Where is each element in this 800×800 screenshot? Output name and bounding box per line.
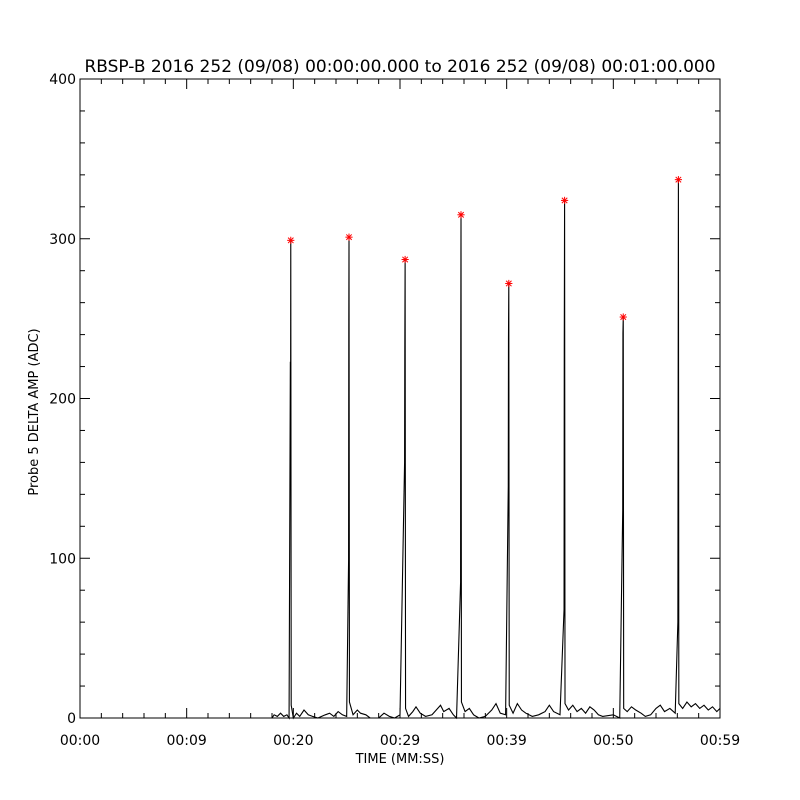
series-line-1 [80,180,720,718]
x-tick-label: 00:00 [60,733,100,749]
peak-marker [345,234,352,241]
peak-marker [287,237,294,244]
y-axis-ticks: 0 100 200 300 400 [49,72,720,727]
x-axis-label: TIME (MM:SS) [355,752,445,767]
x-axis-ticks: 00:00 00:09 00:20 00:29 00:39 00:50 00:59 [60,79,740,749]
peak-marker [620,313,627,320]
x-tick-label: 00:39 [486,733,526,749]
y-tick-label: 0 [67,711,76,727]
y-tick-label: 300 [49,232,76,248]
x-tick-label: 00:20 [273,733,313,749]
peak-marker [402,256,409,263]
y-tick-label: 400 [49,72,76,88]
peak-marker [561,197,568,204]
x-tick-label: 00:50 [593,733,633,749]
peak-marker [457,211,464,218]
x-tick-label: 00:09 [166,733,206,749]
series-layer [80,180,720,718]
peak-marker [675,176,682,183]
peak-markers [287,176,682,321]
y-tick-label: 100 [49,551,76,567]
x-tick-label: 00:59 [700,733,740,749]
y-tick-label: 200 [49,392,76,408]
chart-title: RBSP-B 2016 252 (09/08) 00:00:00.000 to … [84,57,715,77]
y-axis-label: Probe 5 DELTA AMP (ADC) [27,328,42,495]
peak-marker [505,280,512,287]
x-tick-label: 00:29 [380,733,420,749]
